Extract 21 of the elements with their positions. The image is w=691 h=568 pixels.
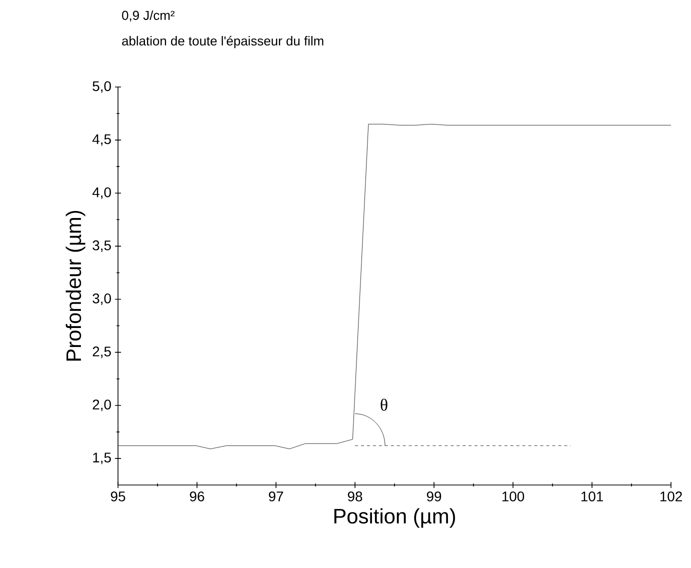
y-tick-label: 4,5 (92, 134, 111, 146)
y-tick-label: 4,0 (92, 187, 111, 199)
chart-title: 0,9 J/cm² (122, 10, 175, 22)
x-tick-label: 99 (426, 491, 442, 502)
y-tick-label: 3,0 (92, 293, 111, 306)
x-tick-label: 95 (110, 491, 126, 502)
y-tick-label: 1,5 (93, 452, 111, 464)
x-tick-label: 102 (660, 491, 682, 502)
x-axis-title: Position (µm) (334, 508, 456, 528)
y-tick-label: 2,0 (92, 400, 111, 412)
annotation: θ (380, 398, 388, 411)
y-tick-label: 3,5 (92, 240, 111, 252)
x-tick-label: 98 (348, 491, 362, 502)
y-tick-label: 5,0 (92, 81, 111, 93)
x-tick-label: 100 (502, 491, 524, 502)
y-axis-title: Profondeur (µm) (66, 210, 86, 361)
x-tick-label: 97 (268, 491, 284, 502)
x-tick-label: 101 (581, 491, 603, 502)
y-tick-label: 2,5 (92, 346, 111, 358)
chart-subtitle: ablation de toute l'épaisseur du film (122, 36, 324, 48)
x-tick-label: 96 (190, 491, 204, 502)
